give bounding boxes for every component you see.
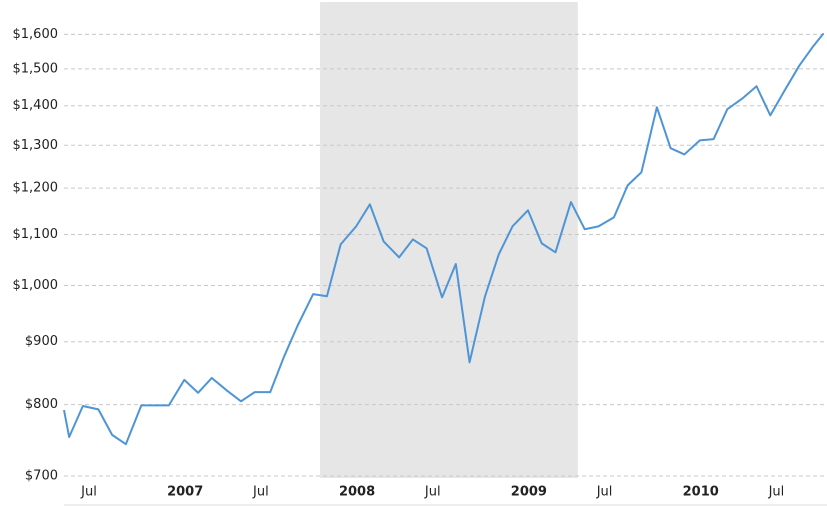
x-tick-label: 2010 [683, 485, 719, 500]
y-tick-label: $1,000 [13, 278, 59, 293]
x-tick-label: Jul [424, 485, 441, 500]
y-tick-label: $1,600 [13, 27, 59, 42]
y-tick-label: $1,500 [13, 61, 59, 76]
x-tick-label: 2008 [339, 485, 375, 500]
y-tick-label: $1,100 [13, 227, 59, 242]
price-line [63, 32, 825, 446]
x-tick-label: 2009 [511, 485, 547, 500]
x-tick-label: Jul [80, 485, 97, 500]
x-tick-label: Jul [252, 485, 269, 500]
y-tick-label: $800 [25, 397, 58, 412]
y-tick-label: $900 [25, 334, 58, 349]
y-tick-label: $700 [25, 469, 58, 484]
x-tick-label: 2007 [167, 485, 203, 500]
x-tick-label: Jul [768, 485, 785, 500]
x-tick-label: Jul [596, 485, 613, 500]
y-tick-label: $1,300 [13, 138, 59, 153]
y-tick-label: $1,200 [13, 181, 59, 196]
shaded-period [320, 2, 578, 478]
y-tick-label: $1,400 [13, 98, 59, 113]
